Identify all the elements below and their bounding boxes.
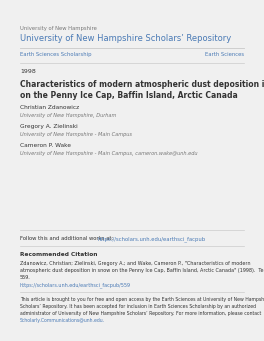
Text: administrator of University of New Hampshire Scholars’ Repository. For more info: administrator of University of New Hamps…	[20, 311, 261, 316]
Text: Characteristics of modern atmospheric dust deposition in snow: Characteristics of modern atmospheric du…	[20, 80, 264, 89]
Text: atmospheric dust deposition in snow on the Penny Ice Cap, Baffin Island, Arctic : atmospheric dust deposition in snow on t…	[20, 268, 264, 273]
Text: 559.: 559.	[20, 275, 31, 280]
Text: https://scholars.unh.edu/earthsci_facpub: https://scholars.unh.edu/earthsci_facpub	[98, 236, 206, 242]
Text: University of New Hampshire: University of New Hampshire	[20, 26, 97, 31]
Text: https://scholars.unh.edu/earthsci_facpub/559: https://scholars.unh.edu/earthsci_facpub…	[20, 282, 131, 288]
Text: Christian Zdanowicz: Christian Zdanowicz	[20, 105, 79, 110]
Text: Earth Sciences: Earth Sciences	[205, 52, 244, 57]
Text: Scholars’ Repository. It has been accepted for inclusion in Earth Sciences Schol: Scholars’ Repository. It has been accept…	[20, 304, 256, 309]
Text: Recommended Citation: Recommended Citation	[20, 252, 97, 257]
Text: 1998: 1998	[20, 69, 36, 74]
Text: University of New Hampshire - Main Campus: University of New Hampshire - Main Campu…	[20, 132, 132, 137]
Text: Zdanowicz, Christian; Zielinski, Gregory A.; and Wake, Cameron P., "Characterist: Zdanowicz, Christian; Zielinski, Gregory…	[20, 261, 251, 266]
Text: University of New Hampshire, Durham: University of New Hampshire, Durham	[20, 113, 116, 118]
Text: Gregory A. Zielinski: Gregory A. Zielinski	[20, 124, 78, 129]
Text: Cameron P. Wake: Cameron P. Wake	[20, 143, 71, 148]
Text: University of New Hampshire - Main Campus, cameron.wake@unh.edu: University of New Hampshire - Main Campu…	[20, 151, 197, 156]
Text: Earth Sciences Scholarship: Earth Sciences Scholarship	[20, 52, 92, 57]
Text: This article is brought to you for free and open access by the Earth Sciences at: This article is brought to you for free …	[20, 297, 264, 302]
Text: Follow this and additional works at:: Follow this and additional works at:	[20, 236, 116, 241]
Text: University of New Hampshire Scholars’ Repository: University of New Hampshire Scholars’ Re…	[20, 34, 231, 43]
Text: Scholarly.Communications@unh.edu.: Scholarly.Communications@unh.edu.	[20, 318, 105, 323]
Text: on the Penny Ice Cap, Baffin Island, Arctic Canada: on the Penny Ice Cap, Baffin Island, Arc…	[20, 91, 238, 100]
